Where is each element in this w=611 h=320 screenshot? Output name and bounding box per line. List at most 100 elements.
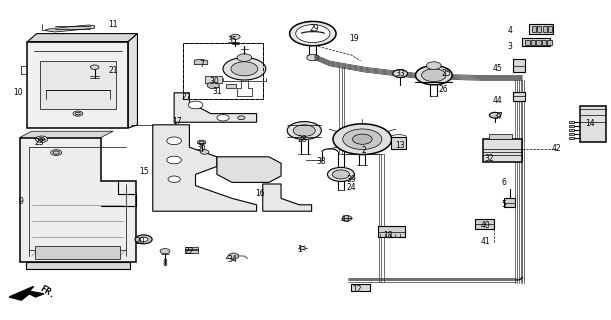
Polygon shape bbox=[26, 262, 130, 269]
Polygon shape bbox=[9, 286, 44, 300]
Text: 30: 30 bbox=[209, 77, 219, 86]
Circle shape bbox=[197, 140, 206, 145]
Text: 19: 19 bbox=[349, 34, 359, 43]
Text: 15: 15 bbox=[139, 167, 148, 176]
Circle shape bbox=[332, 170, 349, 179]
Text: 33: 33 bbox=[395, 69, 405, 78]
Text: 11: 11 bbox=[108, 20, 118, 28]
Text: 39: 39 bbox=[346, 175, 356, 184]
Circle shape bbox=[426, 62, 441, 69]
Text: 6: 6 bbox=[502, 178, 507, 187]
Text: 14: 14 bbox=[585, 119, 595, 128]
Polygon shape bbox=[128, 34, 137, 128]
Circle shape bbox=[296, 25, 330, 43]
Circle shape bbox=[489, 112, 500, 118]
Circle shape bbox=[135, 235, 152, 244]
Circle shape bbox=[353, 134, 372, 144]
Circle shape bbox=[217, 115, 229, 121]
Text: 36: 36 bbox=[197, 143, 207, 152]
Text: 21: 21 bbox=[108, 66, 118, 75]
Circle shape bbox=[35, 136, 48, 142]
Text: 22: 22 bbox=[185, 247, 194, 256]
Circle shape bbox=[393, 70, 408, 77]
Circle shape bbox=[422, 69, 446, 82]
Bar bbox=[185, 247, 198, 253]
Bar bbox=[483, 139, 522, 162]
Polygon shape bbox=[40, 61, 116, 109]
Circle shape bbox=[290, 21, 336, 46]
Text: 31: 31 bbox=[212, 87, 222, 96]
Circle shape bbox=[139, 237, 148, 242]
Bar bbox=[548, 26, 552, 32]
Text: 12: 12 bbox=[353, 285, 362, 294]
Bar bbox=[547, 40, 552, 45]
Bar bbox=[183, 43, 263, 99]
Bar bbox=[183, 43, 263, 99]
Text: 10: 10 bbox=[13, 88, 23, 97]
Text: 35: 35 bbox=[227, 36, 237, 44]
Polygon shape bbox=[27, 42, 128, 128]
Text: 3: 3 bbox=[508, 42, 513, 51]
Text: 29: 29 bbox=[310, 24, 320, 33]
Text: 23: 23 bbox=[35, 138, 45, 147]
Text: 32: 32 bbox=[484, 154, 494, 163]
Circle shape bbox=[73, 111, 83, 116]
Circle shape bbox=[230, 34, 240, 39]
Circle shape bbox=[200, 150, 209, 154]
Circle shape bbox=[160, 249, 170, 254]
Text: 42: 42 bbox=[551, 144, 561, 153]
Bar bbox=[569, 137, 574, 139]
Bar bbox=[569, 133, 574, 135]
Text: 13: 13 bbox=[395, 141, 405, 150]
Circle shape bbox=[299, 246, 306, 250]
Bar bbox=[475, 219, 494, 229]
Polygon shape bbox=[194, 59, 208, 65]
Bar bbox=[532, 26, 536, 32]
Circle shape bbox=[237, 54, 252, 61]
Text: 1: 1 bbox=[297, 245, 302, 254]
Text: FR.: FR. bbox=[38, 284, 56, 300]
Bar bbox=[569, 129, 574, 131]
Circle shape bbox=[327, 167, 354, 181]
Circle shape bbox=[90, 65, 99, 69]
Text: 34: 34 bbox=[227, 255, 237, 264]
Circle shape bbox=[307, 54, 319, 61]
Bar bbox=[542, 40, 546, 45]
Text: 44: 44 bbox=[493, 96, 503, 105]
Bar bbox=[569, 125, 574, 127]
Bar bbox=[525, 40, 530, 45]
Text: 38: 38 bbox=[316, 157, 326, 166]
Polygon shape bbox=[153, 125, 257, 211]
Text: 4: 4 bbox=[508, 26, 513, 35]
Text: 26: 26 bbox=[438, 85, 448, 94]
Text: 24: 24 bbox=[346, 183, 356, 192]
Text: 43: 43 bbox=[340, 215, 350, 224]
Text: 16: 16 bbox=[255, 189, 265, 198]
Text: 25: 25 bbox=[441, 69, 451, 78]
Text: 37: 37 bbox=[493, 112, 503, 121]
Polygon shape bbox=[217, 157, 281, 182]
Bar bbox=[504, 198, 515, 207]
Bar bbox=[205, 76, 222, 83]
Bar bbox=[569, 121, 574, 123]
Circle shape bbox=[168, 176, 180, 182]
Polygon shape bbox=[226, 253, 238, 259]
Text: 28: 28 bbox=[298, 135, 307, 144]
Circle shape bbox=[51, 150, 62, 156]
Circle shape bbox=[287, 122, 321, 140]
Bar bbox=[378, 226, 405, 237]
Bar bbox=[489, 134, 512, 139]
Text: 7: 7 bbox=[199, 60, 204, 68]
Text: 2: 2 bbox=[361, 146, 366, 155]
Bar bbox=[580, 106, 606, 142]
Polygon shape bbox=[529, 24, 553, 34]
Polygon shape bbox=[27, 34, 137, 42]
Polygon shape bbox=[522, 38, 550, 46]
Bar bbox=[226, 84, 236, 88]
Text: 20: 20 bbox=[136, 237, 145, 246]
Bar bbox=[391, 137, 406, 149]
Text: 8: 8 bbox=[163, 260, 167, 268]
Text: 45: 45 bbox=[493, 64, 503, 73]
Circle shape bbox=[343, 129, 382, 149]
Polygon shape bbox=[263, 184, 312, 211]
